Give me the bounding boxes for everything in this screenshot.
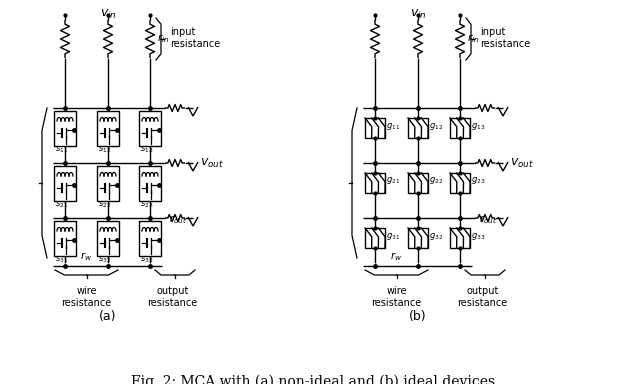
Text: $v_{out}$: $v_{out}$ [200, 156, 224, 170]
Text: $g_{31}$: $g_{31}$ [386, 230, 400, 242]
Text: $s_{11}$: $s_{11}$ [55, 144, 68, 155]
Text: $g_{22}$: $g_{22}$ [429, 175, 443, 187]
Text: $g_{32}$: $g_{32}$ [429, 230, 443, 242]
Bar [97, 166, 119, 200]
Text: output
resistance: output resistance [457, 286, 508, 308]
Text: $r_{in}$: $r_{in}$ [467, 33, 479, 45]
Bar [450, 118, 470, 138]
Text: (b): (b) [409, 310, 427, 323]
Text: $g_{23}$: $g_{23}$ [471, 175, 485, 187]
Bar [139, 111, 161, 146]
Bar [54, 166, 76, 200]
Text: Fig. 2: MCA with (a) non-ideal and (b) ideal devices.: Fig. 2: MCA with (a) non-ideal and (b) i… [131, 375, 499, 384]
Bar [365, 118, 385, 138]
Text: $s_{33}$: $s_{33}$ [140, 255, 154, 265]
Text: $r_w$: $r_w$ [391, 250, 403, 263]
Bar [139, 220, 161, 255]
Text: $v_{out}$: $v_{out}$ [510, 156, 534, 170]
Text: $s_{13}$: $s_{13}$ [140, 144, 154, 155]
Text: $s_{32}$: $s_{32}$ [98, 255, 112, 265]
Text: $r_{out}$: $r_{out}$ [169, 213, 187, 226]
Bar [97, 111, 119, 146]
Text: $s_{23}$: $s_{23}$ [140, 200, 154, 210]
Text: $s_{31}$: $s_{31}$ [55, 255, 68, 265]
Bar [408, 118, 428, 138]
Text: $g_{33}$: $g_{33}$ [471, 230, 485, 242]
Text: wire
resistance: wire resistance [371, 286, 421, 308]
Bar [450, 228, 470, 248]
Text: wire
resistance: wire resistance [61, 286, 112, 308]
Text: $s_{21}$: $s_{21}$ [55, 200, 68, 210]
Bar [365, 228, 385, 248]
Text: $g_{21}$: $g_{21}$ [386, 175, 400, 187]
Bar [54, 111, 76, 146]
Text: $v_{in}$: $v_{in}$ [100, 8, 117, 21]
Bar [139, 166, 161, 200]
Bar [54, 220, 76, 255]
Text: $g_{13}$: $g_{13}$ [471, 121, 485, 131]
Bar [97, 220, 119, 255]
Text: $s_{22}$: $s_{22}$ [98, 200, 112, 210]
Bar [408, 173, 428, 193]
Bar [450, 173, 470, 193]
Text: $r_{out}$: $r_{out}$ [479, 213, 497, 226]
Text: $v_{in}$: $v_{in}$ [410, 8, 427, 21]
Text: $s_{12}$: $s_{12}$ [98, 144, 112, 155]
Text: $r_w$: $r_w$ [81, 250, 93, 263]
Text: output
resistance: output resistance [147, 286, 198, 308]
Text: input
resistance: input resistance [170, 27, 220, 49]
Text: $g_{11}$: $g_{11}$ [386, 121, 400, 131]
Text: input
resistance: input resistance [480, 27, 530, 49]
Bar [365, 173, 385, 193]
Text: $r_{in}$: $r_{in}$ [157, 33, 169, 45]
Text: $g_{12}$: $g_{12}$ [429, 121, 443, 131]
Text: (a): (a) [99, 310, 117, 323]
Bar [408, 228, 428, 248]
